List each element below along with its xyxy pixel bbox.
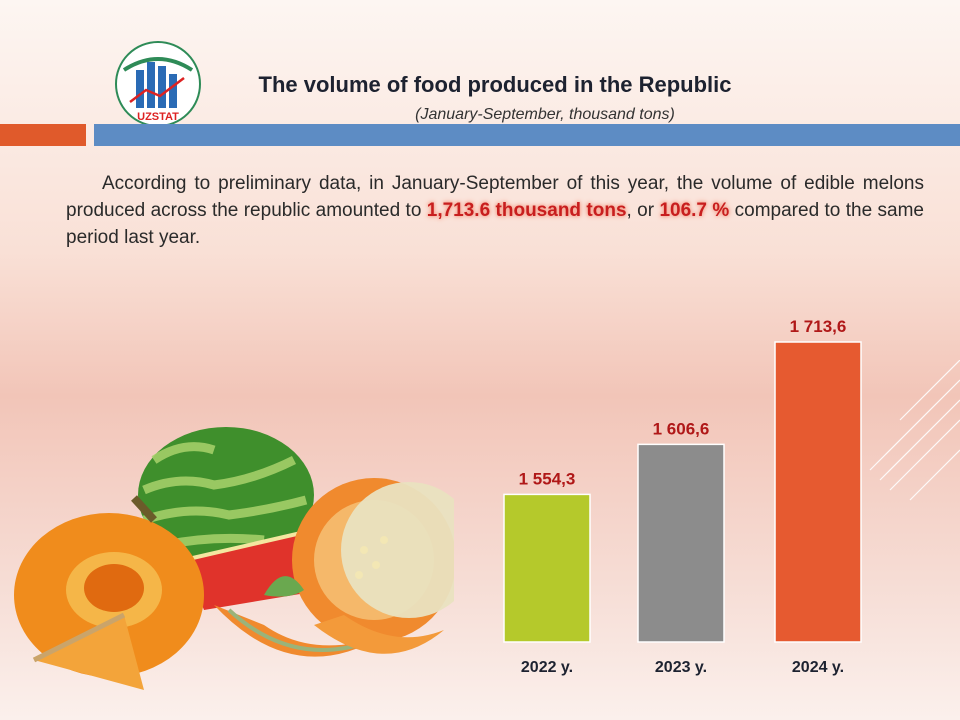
category-label-0: 2022 y. bbox=[521, 659, 573, 676]
bar-1 bbox=[637, 443, 725, 643]
category-label-1: 2023 y. bbox=[655, 659, 707, 676]
bar-value-label-0: 1 554,3 bbox=[519, 469, 576, 488]
category-label-2: 2024 y. bbox=[792, 659, 844, 676]
melon-produce-illustration bbox=[14, 427, 454, 690]
summary-paragraph: According to preliminary data, in Januar… bbox=[66, 170, 924, 251]
production-bar-chart: 1 554,3 2022 y. 1 606,6 2023 y. 1 713,6 2024 … bbox=[503, 317, 862, 676]
decorative-lines bbox=[869, 360, 960, 501]
page-title: The volume of food produced in the Repub… bbox=[258, 72, 732, 97]
summary-text-before: According to preliminary data, in Januar… bbox=[66, 173, 924, 221]
header-band-orange bbox=[0, 124, 86, 146]
bar-0 bbox=[503, 493, 591, 643]
bar-value-label-2: 1 713,6 bbox=[790, 317, 847, 336]
highlight-volume: 1,713.6 thousand tons bbox=[426, 200, 627, 221]
bar-value-label-1: 1 606,6 bbox=[653, 419, 710, 438]
uzstat-logo: UZSTAT bbox=[115, 41, 201, 127]
highlight-percent: 106.7 % bbox=[659, 200, 730, 221]
bar-2 bbox=[774, 341, 862, 643]
logo-text: UZSTAT bbox=[137, 111, 179, 123]
page-subtitle: (January-September, thousand tons) bbox=[415, 106, 675, 123]
summary-text-middle: , or bbox=[626, 200, 660, 221]
header-band-blue bbox=[94, 124, 960, 146]
summary-text-after: compared to the same period last year. bbox=[66, 200, 925, 248]
